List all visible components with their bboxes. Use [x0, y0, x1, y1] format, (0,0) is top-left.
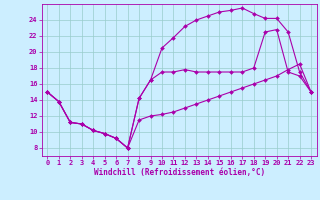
- X-axis label: Windchill (Refroidissement éolien,°C): Windchill (Refroidissement éolien,°C): [94, 168, 265, 177]
